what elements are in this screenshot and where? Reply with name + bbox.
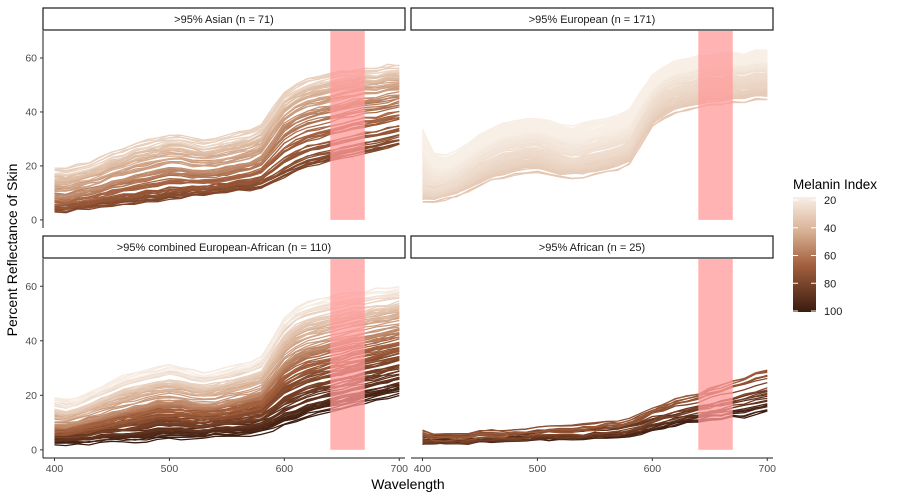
x-tick-label: 600: [644, 463, 662, 475]
facet-panel: >95% Asian (n = 71) 0 20 40 60: [25, 7, 406, 228]
legend-ticks: 20 40 60 80 100: [793, 195, 842, 318]
y-tick-label: 0: [31, 214, 37, 226]
y-tick-label: 60: [25, 52, 37, 64]
panels-layer: >95% Asian (n = 71) 0 20 40 60 >95% European …: [25, 7, 776, 475]
x-axis-title: Wavelength: [371, 476, 444, 492]
legend-tick-label: 40: [824, 223, 836, 235]
facet-strip: [410, 7, 774, 31]
legend-tick-label: 60: [824, 251, 836, 263]
legend-tick-label: 100: [824, 306, 842, 318]
x-tick-label: 500: [161, 463, 179, 475]
x-tick-label: 500: [529, 463, 547, 475]
legend: Melanin Index 20 40 60 80 100: [793, 177, 877, 318]
legend-tick-label: 80: [824, 278, 836, 290]
y-tick-label: 40: [25, 335, 37, 347]
y-tick-label: 20: [25, 390, 37, 402]
x-tick-label: 700: [758, 463, 776, 475]
facet-title: >95% African (n = 25): [539, 242, 645, 254]
facet-strip: [42, 235, 406, 259]
highlight-band: [698, 259, 733, 450]
facet-panel: >95% European (n = 171): [410, 7, 774, 220]
y-tick-label: 60: [25, 281, 37, 293]
facet-panel: >95% African (n = 25) 400 500 600 700: [410, 235, 776, 475]
facet-title: >95% combined European-African (n = 110): [117, 242, 331, 254]
y-axis-title: Percent Reflectance of Skin: [4, 164, 20, 337]
facet-title: >95% Asian (n = 71): [174, 14, 274, 26]
y-tick-label: 40: [25, 106, 37, 118]
facet-strip: [42, 7, 406, 31]
x-tick-label: 400: [46, 463, 64, 475]
y-tick-label: 20: [25, 160, 37, 172]
x-tick-label: 700: [390, 463, 408, 475]
highlight-band: [698, 31, 733, 220]
highlight-band: [330, 31, 365, 220]
facet-strip: [410, 235, 774, 259]
legend-tick-label: 20: [824, 195, 836, 207]
y-tick-label: 0: [31, 444, 37, 456]
highlight-band: [330, 259, 365, 450]
x-tick-label: 600: [276, 463, 294, 475]
legend-title: Melanin Index: [793, 177, 877, 192]
legend-colorbar: [793, 197, 816, 312]
facet-panel: >95% combined European-African (n = 110)…: [25, 235, 408, 475]
facet-title: >95% European (n = 171): [529, 14, 656, 26]
x-tick-label: 400: [414, 463, 432, 475]
